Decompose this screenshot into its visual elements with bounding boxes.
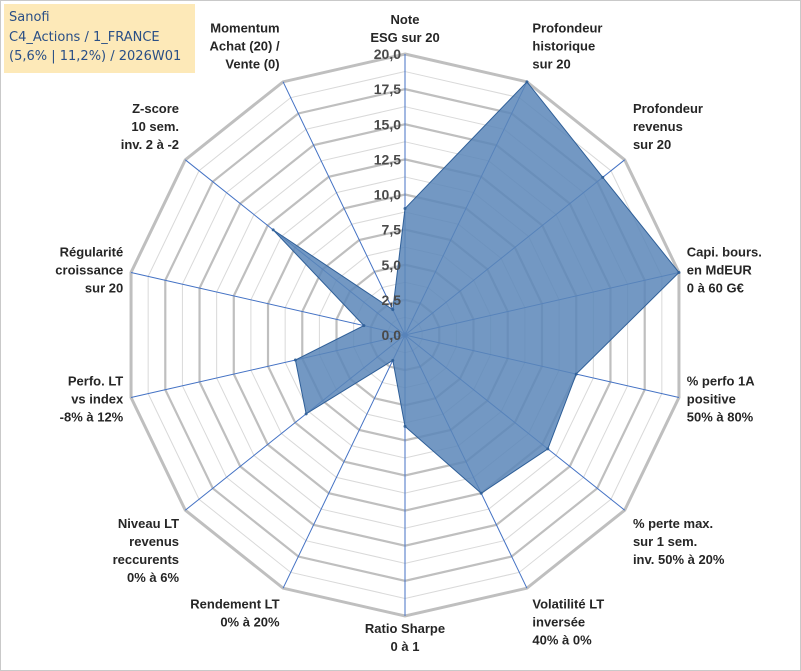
- data-point: [403, 207, 407, 211]
- axis-label-line: Vente (0): [225, 57, 279, 72]
- axis-label-line: en MdEUR: [687, 263, 753, 278]
- axis-label-line: Niveau LT: [118, 516, 179, 531]
- title-box: Sanofi C4_Actions / 1_FRANCE (5,6% | 11,…: [4, 4, 195, 73]
- axis-label-line: 50% à 80%: [687, 409, 754, 424]
- axis-label-line: vs index: [71, 391, 124, 406]
- title-stats: (5,6% | 11,2%) / 2026W01: [9, 49, 182, 64]
- axis-label-line: Volatilité LT: [532, 596, 604, 611]
- tick-label: 12,5: [374, 151, 401, 167]
- tick-label: 17,5: [374, 81, 401, 97]
- data-point: [479, 491, 483, 495]
- axis-label-line: historique: [532, 39, 595, 54]
- axis-label: % perfo 1A positive 50% à 80%: [687, 373, 756, 424]
- axis-label-line: inv. 2 à -2: [121, 137, 179, 152]
- data-point: [601, 175, 605, 179]
- axis-label-line: Rendement LT: [190, 596, 279, 611]
- axis-label-line: 0 à 60 G€: [687, 281, 744, 296]
- axis-label-line: Achat (20) /: [210, 39, 280, 54]
- axis-label-line: 0 à 1: [391, 639, 420, 654]
- axis-label-line: positive: [687, 391, 736, 406]
- data-point: [525, 80, 529, 84]
- axis-label: Note ESG sur 20: [370, 12, 439, 45]
- axis-label-line: Profondeur: [633, 101, 703, 116]
- tick-label: 15,0: [374, 116, 401, 132]
- axis-label-line: sur 1 sem.: [633, 534, 697, 549]
- tick-label: 2,5: [382, 292, 402, 308]
- data-point: [546, 447, 550, 451]
- tick-label: 10,0: [374, 187, 401, 203]
- axis-label-line: Régularité: [60, 245, 124, 260]
- axis-label: Profondeur revenus sur 20: [633, 101, 703, 152]
- axis-label: Perfo. LT vs index -8% à 12%: [60, 373, 124, 424]
- data-point: [403, 424, 407, 428]
- axis-label-line: Capi. bours.: [687, 245, 762, 260]
- axis-spoke: [130, 271, 406, 336]
- axis-spoke: [282, 334, 406, 589]
- axis-label: Régularité croissance sur 20: [55, 245, 123, 296]
- axis-label-line: inv. 50% à 20%: [633, 552, 725, 567]
- data-point: [304, 412, 308, 416]
- axis-label-line: inversée: [532, 614, 585, 629]
- title-portfolio: C4_Actions / 1_FRANCE: [9, 29, 160, 45]
- axis-label: Volatilité LT inversée 40% à 0%: [532, 596, 604, 647]
- axis-label-line: sur 20: [85, 281, 123, 296]
- tick-label: 20,0: [374, 46, 401, 62]
- axis-label-line: 0% à 6%: [127, 570, 179, 585]
- axis-label: Z-score 10 sem. inv. 2 à -2: [121, 101, 179, 152]
- axis-spoke: [282, 81, 406, 336]
- axis-label: Profondeur historique sur 20: [532, 21, 602, 72]
- tick-label: 7,5: [382, 222, 402, 238]
- title-company: Sanofi: [9, 10, 50, 25]
- axis-label-line: revenus: [633, 119, 683, 134]
- axis-label-line: 0% à 20%: [220, 614, 280, 629]
- data-point: [391, 358, 395, 362]
- axis-label-line: Perfo. LT: [68, 373, 123, 388]
- axis-label-line: ESG sur 20: [370, 30, 439, 45]
- axis-label-line: Ratio Sharpe: [365, 621, 445, 636]
- tick-label: 0,0: [382, 327, 402, 343]
- axis-label: % perte max. sur 1 sem. inv. 50% à 20%: [633, 516, 725, 567]
- data-point: [293, 358, 297, 362]
- axis-label: Capi. bours. en MdEUR 0 à 60 G€: [687, 245, 762, 296]
- axis-label-line: % perfo 1A: [687, 373, 756, 388]
- axis-label-line: croissance: [55, 263, 123, 278]
- data-point: [362, 324, 366, 328]
- axis-label-line: sur 20: [633, 137, 671, 152]
- data-point: [271, 228, 275, 232]
- axis-label-line: Momentum: [210, 21, 279, 36]
- axis-label: Niveau LT revenus reccurents 0% à 6%: [113, 516, 180, 585]
- axis-label-line: reccurents: [113, 552, 179, 567]
- axis-label-line: Z-score: [132, 101, 179, 116]
- axis-label-line: -8% à 12%: [60, 409, 124, 424]
- axis-label-line: 40% à 0%: [532, 632, 592, 647]
- axis-label: Momentum Achat (20) / Vente (0): [210, 21, 280, 72]
- data-point: [391, 308, 395, 312]
- axis-label-line: Note: [391, 12, 420, 27]
- data-point: [677, 270, 681, 274]
- axis-label-line: sur 20: [532, 57, 570, 72]
- axis-label-line: revenus: [129, 534, 179, 549]
- axis-label-line: % perte max.: [633, 516, 713, 531]
- data-point: [574, 372, 578, 376]
- tick-label: 5,0: [382, 257, 402, 273]
- axis-label-line: Profondeur: [532, 21, 602, 36]
- axis-label-line: 10 sem.: [131, 119, 179, 134]
- axis-label: Ratio Sharpe 0 à 1: [365, 621, 445, 654]
- axis-label: Rendement LT 0% à 20%: [190, 596, 280, 629]
